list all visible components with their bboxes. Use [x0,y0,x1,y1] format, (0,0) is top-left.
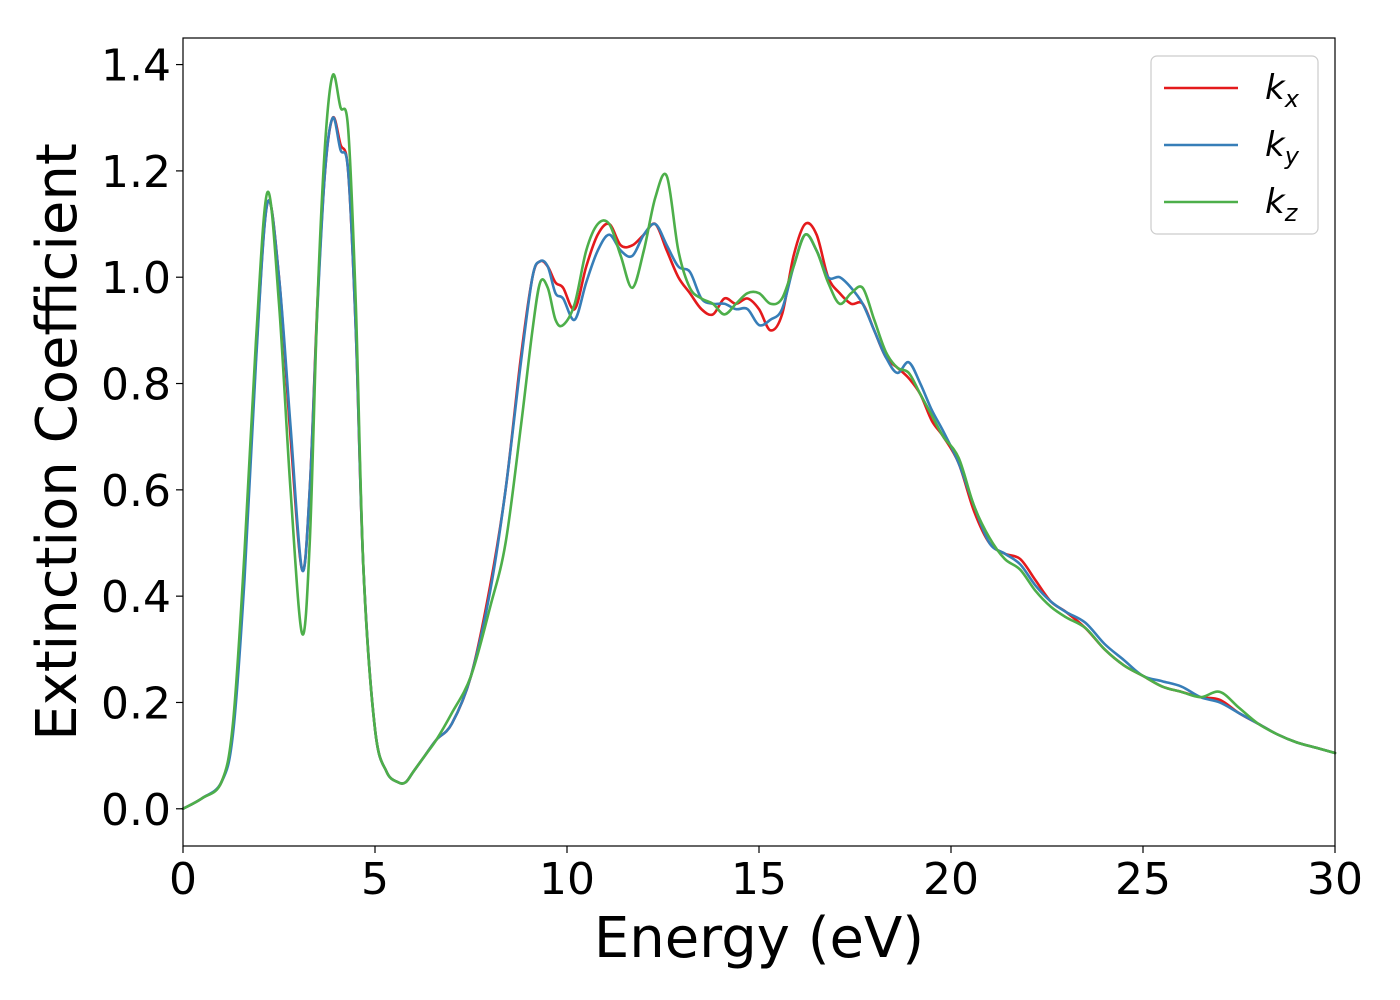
x-axis-ticks: 0 5 10 15 20 25 30 [169,846,1363,905]
x-tick-label: 5 [361,854,389,905]
x-tick-label: 25 [1115,854,1171,905]
series-line-kz [181,73,1337,811]
x-tick-label: 30 [1307,854,1363,905]
y-tick-label: 1.0 [101,253,171,304]
legend: kx ky kz [1150,55,1319,235]
x-axis-title: Energy (eV) [594,906,924,971]
y-tick-label: 0.6 [101,466,171,517]
y-axis-ticks: 0.0 0.2 0.4 0.6 0.8 1.0 1.2 1.4 [101,41,183,836]
x-tick-label: 0 [169,854,197,905]
legend-label-ky: ky [1265,125,1300,170]
y-tick-label: 1.4 [101,41,171,92]
series-layer [181,73,1337,811]
x-tick-label: 10 [539,854,595,905]
legend-label-kx: kx [1265,68,1300,113]
series-line-ky [181,116,1337,811]
y-tick-label: 0.0 [101,785,171,836]
x-tick-label: 20 [923,854,979,905]
x-tick-label: 15 [731,854,787,905]
y-tick-label: 1.2 [101,147,171,198]
y-tick-label: 0.8 [101,360,171,411]
y-tick-label: 0.2 [101,678,171,729]
y-tick-label: 0.4 [101,572,171,623]
y-axis-title: Extinction Coefficient [25,143,90,741]
legend-label-kz: kz [1265,182,1299,227]
